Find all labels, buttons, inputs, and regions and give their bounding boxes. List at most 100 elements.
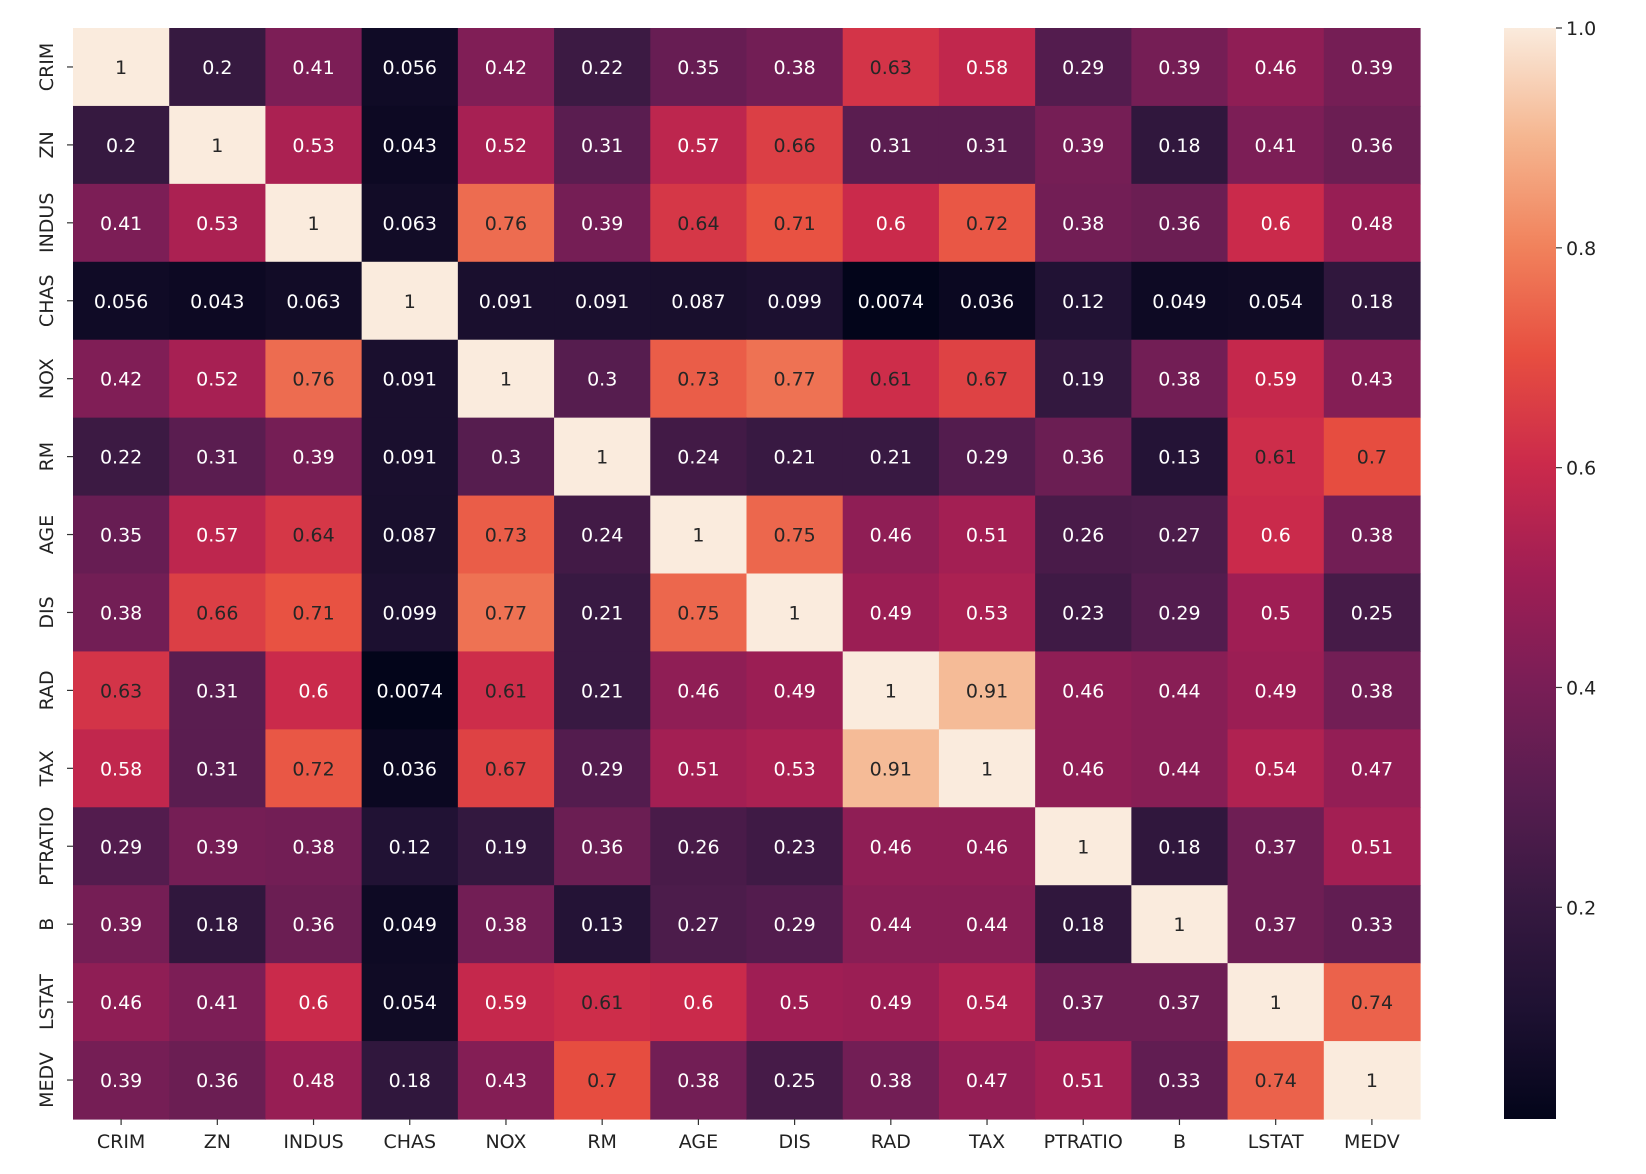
cell-value-label: 0.6 bbox=[1261, 525, 1291, 547]
cell-value-label: 0.043 bbox=[383, 135, 437, 157]
cell-value-label: 0.18 bbox=[1351, 291, 1393, 313]
heatmap-cell-tax-ptratio bbox=[1035, 729, 1132, 808]
cell-value-label: 0.063 bbox=[286, 291, 340, 313]
cell-value-label: 0.23 bbox=[773, 836, 815, 858]
cell-value-label: 0.18 bbox=[389, 1070, 431, 1092]
cell-value-label: 0.37 bbox=[1255, 836, 1297, 858]
heatmap-cell-lstat-dis bbox=[746, 963, 844, 1042]
cell-value-label: 0.36 bbox=[196, 1070, 238, 1092]
heatmap-cell-tax-age bbox=[650, 729, 748, 808]
heatmap-cell-chas-crim bbox=[73, 261, 170, 341]
heatmap-cell-nox-rm bbox=[554, 339, 651, 419]
cell-value-label: 0.57 bbox=[677, 135, 719, 157]
cell-value-label: 0.38 bbox=[485, 914, 527, 936]
cell-value-label: 0.18 bbox=[1158, 135, 1200, 157]
cell-value-label: 0.29 bbox=[581, 758, 623, 780]
heatmap-cell-rm-tax bbox=[938, 417, 1036, 497]
heatmap-cell-ptratio-tax bbox=[938, 807, 1036, 886]
cell-value-label: 1 bbox=[596, 447, 608, 469]
heatmap-cell-rm-age bbox=[650, 417, 748, 497]
y-tick-label-zn: ZN bbox=[36, 131, 58, 158]
cell-value-label: 0.74 bbox=[1351, 992, 1393, 1014]
y-tick-label-nox: NOX bbox=[36, 358, 58, 399]
heatmap-cell-lstat-zn bbox=[169, 963, 267, 1042]
heatmap-cell-nox-rad bbox=[842, 339, 940, 419]
cell-value-label: 0.091 bbox=[383, 447, 437, 469]
cell-value-label: 0.39 bbox=[100, 1070, 142, 1092]
heatmap-cell-medv-nox bbox=[457, 1041, 555, 1120]
colorbar-tick-label: 0.4 bbox=[1566, 677, 1596, 699]
heatmap-cell-medv-medv bbox=[1323, 1041, 1421, 1120]
cell-value-label: 0.29 bbox=[1158, 602, 1200, 624]
heatmap-cell-b-rm bbox=[554, 885, 651, 964]
heatmap-cell-medv-dis bbox=[746, 1041, 844, 1120]
heatmap-cell-dis-nox bbox=[457, 573, 555, 653]
cell-value-label: 0.31 bbox=[966, 135, 1008, 157]
heatmap-cell-rm-chas bbox=[361, 417, 459, 497]
cell-value-label: 0.64 bbox=[292, 525, 334, 547]
cell-value-label: 1 bbox=[1077, 836, 1089, 858]
heatmap-cell-zn-medv bbox=[1323, 105, 1421, 185]
cell-value-label: 0.64 bbox=[677, 213, 719, 235]
heatmap-cell-nox-indus bbox=[265, 339, 363, 419]
heatmap-cell-ptratio-zn bbox=[169, 807, 267, 886]
heatmap-cell-zn-lstat bbox=[1227, 105, 1325, 185]
cell-value-label: 0.27 bbox=[677, 914, 719, 936]
cell-value-label: 0.46 bbox=[966, 836, 1008, 858]
heatmap-cell-age-lstat bbox=[1227, 495, 1325, 575]
cell-value-label: 0.67 bbox=[485, 758, 527, 780]
colorbar-gradient bbox=[1504, 28, 1556, 1119]
cell-value-label: 0.36 bbox=[292, 914, 334, 936]
cell-value-label: 0.25 bbox=[1351, 602, 1393, 624]
heatmap-cell-age-tax bbox=[938, 495, 1036, 575]
cell-value-label: 0.13 bbox=[581, 914, 623, 936]
heatmap-cell-age-dis bbox=[746, 495, 844, 575]
heatmap-cell-ptratio-dis bbox=[746, 807, 844, 886]
heatmap-cell-ptratio-rad bbox=[842, 807, 940, 886]
cell-value-label: 0.18 bbox=[1062, 914, 1104, 936]
cell-value-label: 1 bbox=[211, 135, 223, 157]
y-tick-label-indus: INDUS bbox=[36, 193, 58, 253]
cell-value-label: 0.36 bbox=[581, 836, 623, 858]
heatmap-cell-b-ptratio bbox=[1035, 885, 1132, 964]
heatmap-cell-lstat-chas bbox=[361, 963, 459, 1042]
cell-value-label: 0.087 bbox=[383, 525, 437, 547]
heatmap-cell-tax-chas bbox=[361, 729, 459, 808]
heatmap-cell-crim-age bbox=[650, 28, 748, 107]
cell-value-label: 0.19 bbox=[1062, 369, 1104, 391]
cell-value-label: 0.18 bbox=[196, 914, 238, 936]
y-tick-label-lstat: LSTAT bbox=[36, 974, 58, 1030]
cell-value-label: 0.46 bbox=[1255, 57, 1297, 79]
x-tick-label-crim: CRIM bbox=[97, 1131, 145, 1153]
cell-value-label: 0.21 bbox=[870, 447, 912, 469]
heatmap-cell-nox-age bbox=[650, 339, 748, 419]
heatmap-cell-indus-medv bbox=[1323, 183, 1421, 263]
cell-value-label: 0.49 bbox=[773, 680, 815, 702]
cell-value-label: 0.42 bbox=[485, 57, 527, 79]
cell-value-label: 0.47 bbox=[1351, 758, 1393, 780]
heatmap-cell-indus-zn bbox=[169, 183, 267, 263]
heatmap-cell-rm-medv bbox=[1323, 417, 1421, 497]
heatmap-cell-dis-tax bbox=[938, 573, 1036, 653]
cell-value-label: 0.53 bbox=[196, 213, 238, 235]
x-tick-label-ptratio: PTRATIO bbox=[1044, 1131, 1123, 1153]
heatmap-cell-ptratio-rm bbox=[554, 807, 651, 886]
cell-value-label: 0.76 bbox=[485, 213, 527, 235]
cell-value-label: 0.0074 bbox=[858, 291, 924, 313]
cell-value-label: 0.49 bbox=[870, 992, 912, 1014]
cell-value-label: 0.46 bbox=[1062, 680, 1104, 702]
x-tick-label-lstat: LSTAT bbox=[1248, 1131, 1304, 1153]
cell-value-label: 0.18 bbox=[1158, 836, 1200, 858]
heatmap-cell-lstat-b bbox=[1131, 963, 1229, 1042]
x-tick-label-b: B bbox=[1173, 1131, 1186, 1153]
heatmap-cell-indus-dis bbox=[746, 183, 844, 263]
heatmap-cell-dis-age bbox=[650, 573, 748, 653]
cell-value-label: 0.27 bbox=[1158, 525, 1200, 547]
cell-value-label: 0.51 bbox=[1062, 1070, 1104, 1092]
heatmap-cell-indus-b bbox=[1131, 183, 1229, 263]
cell-value-label: 0.73 bbox=[677, 369, 719, 391]
cell-value-label: 0.75 bbox=[677, 602, 719, 624]
cell-value-label: 0.099 bbox=[383, 602, 437, 624]
cell-value-label: 1 bbox=[307, 213, 319, 235]
cell-value-label: 0.38 bbox=[1158, 369, 1200, 391]
